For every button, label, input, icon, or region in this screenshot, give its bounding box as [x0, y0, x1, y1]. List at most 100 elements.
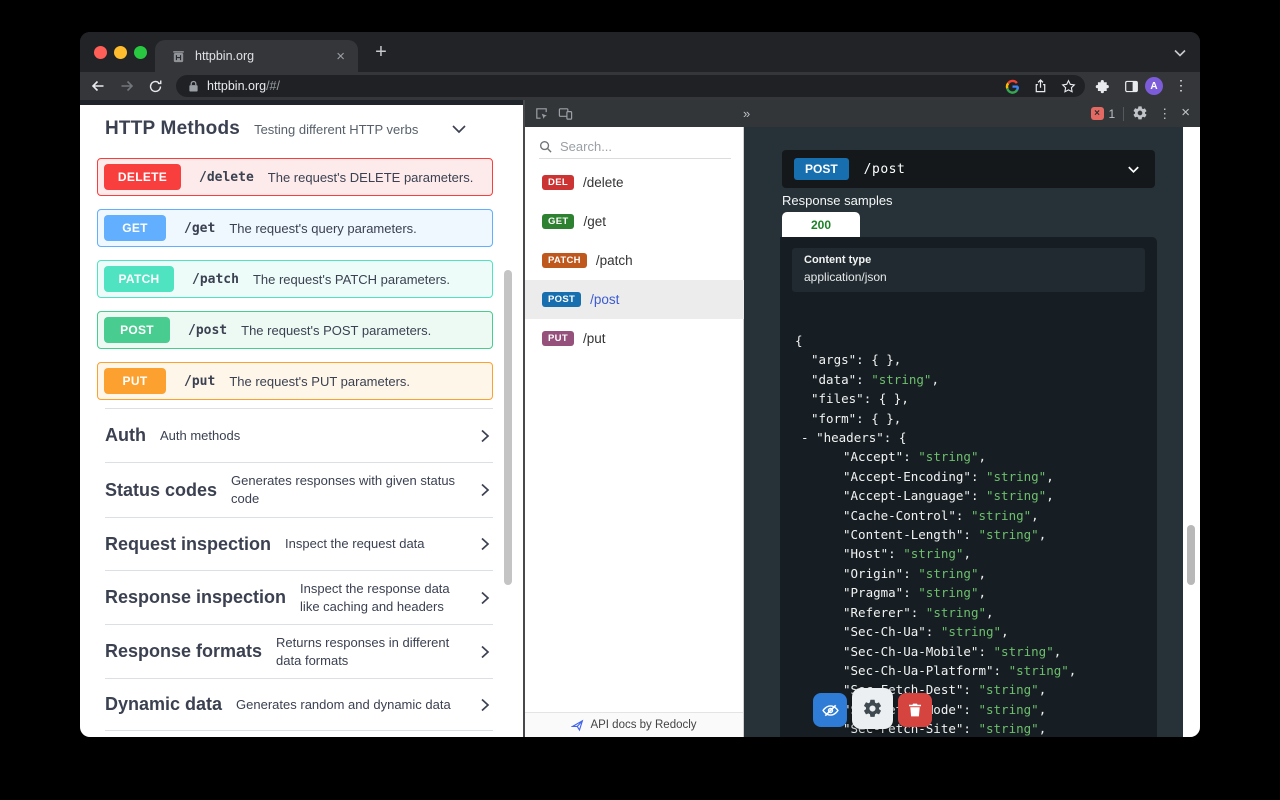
endpoint-path: /put	[583, 331, 606, 346]
code-line: "Accept-Language": "string",	[843, 488, 1054, 504]
endpoint-row[interactable]: DEL /delete	[525, 163, 744, 202]
devtools-scrollbar-thumb[interactable]	[1187, 525, 1195, 585]
error-badge-icon[interactable]: ×	[1090, 107, 1104, 120]
settings-button[interactable]	[852, 688, 893, 729]
window-content: HTTP Methods Testing different HTTP verb…	[80, 100, 1200, 737]
chevron-down-icon	[1126, 162, 1141, 177]
devtools-tab[interactable]	[649, 100, 671, 127]
section-description: Inspect the request data	[285, 536, 425, 552]
bookmark-star-icon[interactable]	[1060, 78, 1076, 94]
tab-title: httpbin.org	[195, 49, 255, 63]
section-row[interactable]: Dynamic data Generates random and dynami…	[105, 679, 493, 731]
method-path: /patch	[192, 271, 239, 287]
http-method-card[interactable]: PUT /put The request's PUT parameters.	[97, 362, 493, 400]
operation-dropdown[interactable]: POST /post	[782, 150, 1155, 188]
devtools-close-icon[interactable]: ×	[1181, 104, 1190, 121]
url-domain: httpbin.org	[207, 79, 267, 93]
httpbin-page: HTTP Methods Testing different HTTP verb…	[80, 100, 523, 737]
google-g-icon[interactable]	[1004, 78, 1020, 94]
devtools-tab-list	[583, 100, 737, 127]
response-sample-panel: Content type application/json {"args": {…	[780, 237, 1157, 737]
new-tab-button[interactable]: +	[375, 41, 387, 63]
http-method-card[interactable]: DELETE /delete The request's DELETE para…	[97, 158, 493, 196]
content-type-box[interactable]: Content type application/json	[792, 248, 1145, 292]
http-methods-header[interactable]: HTTP Methods Testing different HTTP verb…	[105, 114, 468, 144]
devtools-toolbar-right: × 1 ⋮ ×	[1090, 104, 1200, 123]
redocly-footer-link[interactable]: API docs by Redocly	[525, 712, 743, 737]
tab-strip-chevron-icon[interactable]	[1172, 45, 1188, 61]
forward-icon[interactable]	[119, 78, 135, 94]
json-code: {"args": { }, "data": "string", "files": {…	[795, 331, 1151, 737]
section-list: Auth Auth methods Status codes Generates…	[105, 408, 493, 731]
reload-icon[interactable]	[147, 78, 163, 94]
method-path: /put	[184, 373, 216, 389]
lock-icon[interactable]	[188, 80, 199, 93]
status-200-tab[interactable]: 200	[782, 212, 860, 237]
endpoint-row[interactable]: GET /get	[525, 202, 744, 241]
endpoint-path: /patch	[595, 253, 633, 268]
chevron-down-icon[interactable]	[450, 120, 468, 138]
method-description: The request's query parameters.	[229, 220, 417, 236]
devtools-tab[interactable]	[627, 100, 649, 127]
code-line: "Content-Length": "string",	[843, 527, 1047, 543]
method-path: /get	[184, 220, 216, 236]
browser-toolbar: httpbin.org/#/	[80, 72, 1200, 100]
tab-strip: httpbin.org × +	[80, 32, 1200, 72]
section-row[interactable]: Request inspection Inspect the request d…	[105, 518, 493, 571]
tab-close-icon[interactable]: ×	[336, 47, 345, 65]
extensions-puzzle-icon[interactable]	[1094, 78, 1110, 94]
browser-tab[interactable]: httpbin.org ×	[155, 40, 358, 72]
devtools-tab[interactable]	[693, 100, 715, 127]
browser-window: httpbin.org × + httpbin.org	[80, 32, 1200, 737]
section-row[interactable]: Response inspection Inspect the response…	[105, 571, 493, 625]
traffic-light-close[interactable]	[94, 45, 107, 59]
toggle-visibility-button[interactable]	[813, 693, 847, 727]
code-line: "Referer": "string",	[843, 604, 994, 620]
inspect-element-icon[interactable]	[533, 106, 549, 122]
devtools-scrollbar-track[interactable]	[1183, 127, 1200, 737]
devtools-tab[interactable]	[715, 100, 737, 127]
endpoint-row[interactable]: POST /post	[525, 280, 744, 319]
page-scrollbar-thumb[interactable]	[504, 270, 512, 585]
code-line: - "headers": {	[801, 430, 907, 446]
side-panel-icon[interactable]	[1123, 78, 1139, 94]
method-badge: PATCH	[542, 253, 587, 268]
devtools-tab[interactable]	[583, 100, 605, 127]
section-row[interactable]: Auth Auth methods	[105, 409, 493, 463]
traffic-light-zoom[interactable]	[134, 45, 147, 59]
code-line: "args": { },	[811, 352, 902, 368]
httpbin-favicon-icon	[171, 49, 186, 64]
chevron-right-icon	[477, 428, 493, 444]
device-toolbar-icon[interactable]	[557, 106, 573, 122]
back-icon[interactable]	[90, 78, 106, 94]
method-badge: POST	[542, 292, 582, 307]
more-tabs-icon[interactable]: »	[743, 106, 751, 121]
traffic-light-minimize[interactable]	[114, 45, 127, 59]
method-description: The request's POST parameters.	[241, 322, 432, 338]
devtools-menu-kebab-icon[interactable]: ⋮	[1158, 105, 1172, 121]
http-method-card[interactable]: PATCH /patch The request's PATCH paramet…	[97, 260, 493, 298]
settings-gear-icon[interactable]	[1132, 105, 1150, 123]
section-row[interactable]: Response formats Returns responses in di…	[105, 625, 493, 679]
search-input[interactable]	[560, 139, 736, 154]
endpoint-row[interactable]: PATCH /patch	[525, 241, 744, 280]
devtools-tab[interactable]	[605, 100, 627, 127]
code-line: "data": "string",	[811, 371, 939, 387]
operation-path: /post	[863, 161, 906, 177]
devtools-tab[interactable]	[671, 100, 693, 127]
address-bar[interactable]: httpbin.org/#/	[176, 75, 1085, 97]
devtools-panel: » × 1 ⋮ ×	[523, 100, 1200, 737]
endpoint-row[interactable]: PUT /put	[525, 319, 744, 358]
browser-menu-kebab-icon[interactable]: ⋮	[1174, 77, 1188, 93]
response-samples-label: Response samples	[782, 193, 893, 208]
code-line: "form": { },	[811, 410, 902, 426]
profile-avatar[interactable]: A	[1145, 77, 1163, 95]
http-method-card[interactable]: GET /get The request's query parameters.	[97, 209, 493, 247]
http-method-card[interactable]: POST /post The request's POST parameters…	[97, 311, 493, 349]
share-icon[interactable]	[1032, 78, 1048, 94]
delete-button[interactable]	[898, 693, 932, 727]
search-row	[539, 135, 736, 159]
section-description: Generates responses with given status co…	[231, 473, 456, 506]
section-row[interactable]: Status codes Generates responses with gi…	[105, 463, 493, 518]
